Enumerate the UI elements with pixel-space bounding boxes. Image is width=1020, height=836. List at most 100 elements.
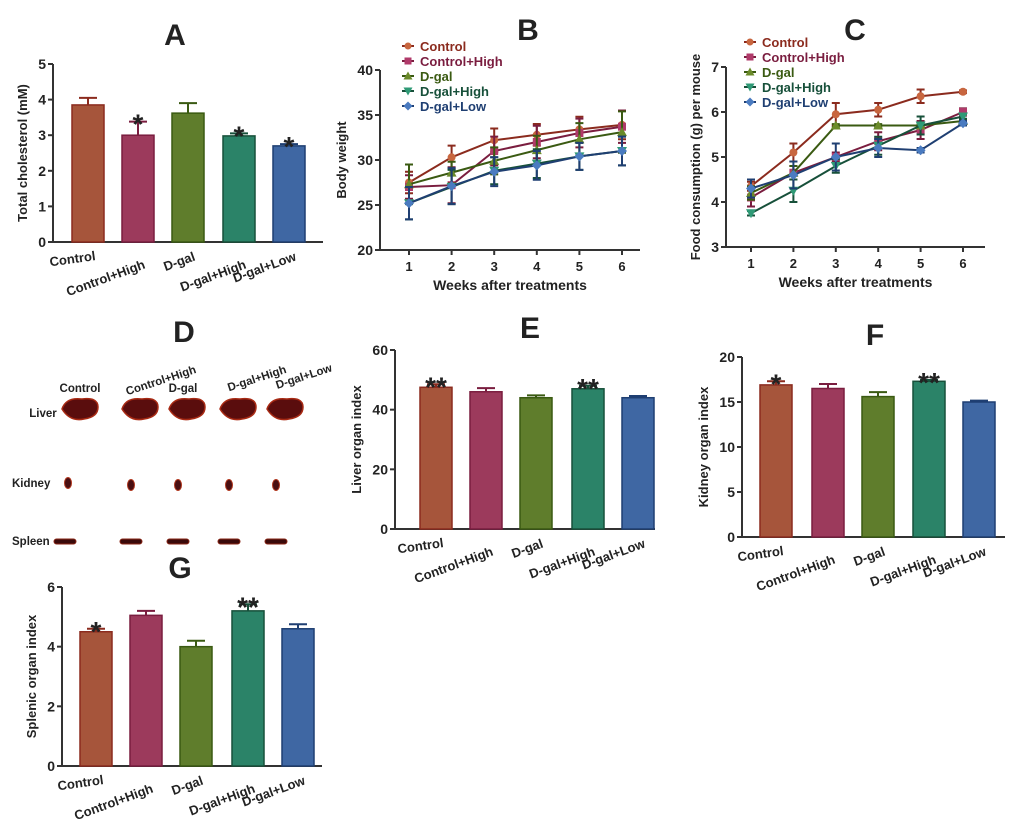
liver-sample xyxy=(219,397,257,421)
bar-control-high xyxy=(811,387,845,538)
x-tick-label: 1 xyxy=(405,259,412,274)
series-d-gal-high xyxy=(404,135,627,221)
legend-marker xyxy=(745,97,755,107)
liver-sample xyxy=(121,397,159,421)
data-point xyxy=(830,152,841,162)
y-tick-label: 40 xyxy=(357,62,373,78)
data-point xyxy=(915,121,926,131)
kidney-sample xyxy=(272,479,280,491)
significance-marker: * xyxy=(234,120,245,151)
bar-d-gal-low xyxy=(272,145,306,243)
bar-control xyxy=(759,384,793,538)
legend-label: Control+High xyxy=(762,50,845,65)
data-point xyxy=(574,134,585,144)
series-d-gal-low xyxy=(746,118,968,199)
panel-label: G xyxy=(168,552,191,585)
series-control-high xyxy=(405,109,626,205)
y-tick-label: 0 xyxy=(47,758,55,774)
chart-panel-C: 3 4 5 6 7 Food consumption (g) per mouse C 1 2 3 4… xyxy=(688,14,985,290)
kidney-sample xyxy=(225,479,233,491)
y-tick-label: 25 xyxy=(357,197,373,213)
series-d-gal-high xyxy=(746,112,968,219)
y-tick-label: 3 xyxy=(711,239,719,255)
x-tick-label: D-gal+Low xyxy=(240,772,308,809)
data-point xyxy=(746,209,756,219)
bar-d-gal-low xyxy=(962,401,996,538)
significance-marker: * xyxy=(771,368,782,399)
y-tick-label: 4 xyxy=(47,639,55,655)
series-line xyxy=(750,122,964,190)
x-tick-label: D-gal+Low xyxy=(921,543,989,580)
x-tick-label: 3 xyxy=(491,259,498,274)
x-tick-label: 1 xyxy=(747,256,754,271)
column-label: Control xyxy=(60,383,101,395)
bar-control xyxy=(79,631,113,767)
kidney-sample xyxy=(127,479,135,491)
x-tick-label: D-gal xyxy=(851,544,887,569)
kidney-sample xyxy=(64,477,72,489)
liver-sample xyxy=(266,397,304,421)
x-tick-label: Control xyxy=(57,772,105,793)
legend-label: Control xyxy=(762,35,808,50)
legend-label: D-gal+High xyxy=(762,80,831,95)
bar-control-high xyxy=(129,614,163,767)
y-tick-label: 3 xyxy=(38,127,46,143)
y-tick-label: 20 xyxy=(357,242,373,258)
y-axis-label: Splenic organ index xyxy=(24,614,39,738)
legend-marker xyxy=(746,38,754,46)
bar-control xyxy=(419,386,453,530)
data-point xyxy=(959,87,967,96)
y-tick-label: 2 xyxy=(47,698,55,714)
kidney-sample xyxy=(174,479,182,491)
y-tick-label: 2 xyxy=(38,163,46,179)
legend-label: D-gal+Low xyxy=(420,99,487,114)
x-axis-label: Weeks after treatments xyxy=(779,274,933,290)
data-point xyxy=(916,92,925,101)
data-point xyxy=(531,160,542,171)
y-tick-label: 0 xyxy=(727,529,735,545)
bar-d-gal-high xyxy=(912,380,946,538)
bar-d-gal-low xyxy=(621,396,655,530)
y-tick-label: 10 xyxy=(719,439,735,455)
series-line xyxy=(750,120,964,194)
column-label: D-gal xyxy=(169,383,198,395)
x-tick-label: 5 xyxy=(917,256,924,271)
bar-d-gal xyxy=(519,396,553,530)
y-tick-label: 5 xyxy=(711,149,719,165)
panel-label: E xyxy=(520,312,540,345)
legend-label: Control xyxy=(420,39,466,54)
panel-label: B xyxy=(517,14,539,47)
x-tick-label: 3 xyxy=(832,256,839,271)
significance-marker: * xyxy=(133,109,144,140)
series-line xyxy=(408,131,623,186)
row-label: Kidney xyxy=(12,478,51,490)
y-tick-label: 4 xyxy=(711,194,719,210)
significance-marker: ** xyxy=(918,367,940,398)
x-tick-label: 6 xyxy=(959,256,966,271)
legend-label: Control+High xyxy=(420,54,503,69)
y-tick-label: 60 xyxy=(372,342,388,358)
legend-label: D-gal xyxy=(762,65,795,80)
y-tick-label: 4 xyxy=(38,92,46,108)
series-line xyxy=(408,123,623,184)
series-line xyxy=(750,115,964,215)
row-label: Spleen xyxy=(12,536,50,548)
legend-marker xyxy=(403,101,413,111)
x-tick-label: 2 xyxy=(790,256,797,271)
bar-d-gal xyxy=(171,112,205,243)
legend-marker xyxy=(404,57,412,65)
data-point xyxy=(447,153,456,162)
row-label: Liver xyxy=(29,408,57,420)
liver-sample xyxy=(61,397,99,421)
x-tick-label: Control xyxy=(737,543,785,564)
data-point xyxy=(958,118,968,129)
y-tick-label: 30 xyxy=(357,152,373,168)
series-line xyxy=(408,150,623,205)
series-line xyxy=(750,90,964,188)
x-tick-label: 2 xyxy=(448,259,455,274)
data-point xyxy=(574,151,585,162)
